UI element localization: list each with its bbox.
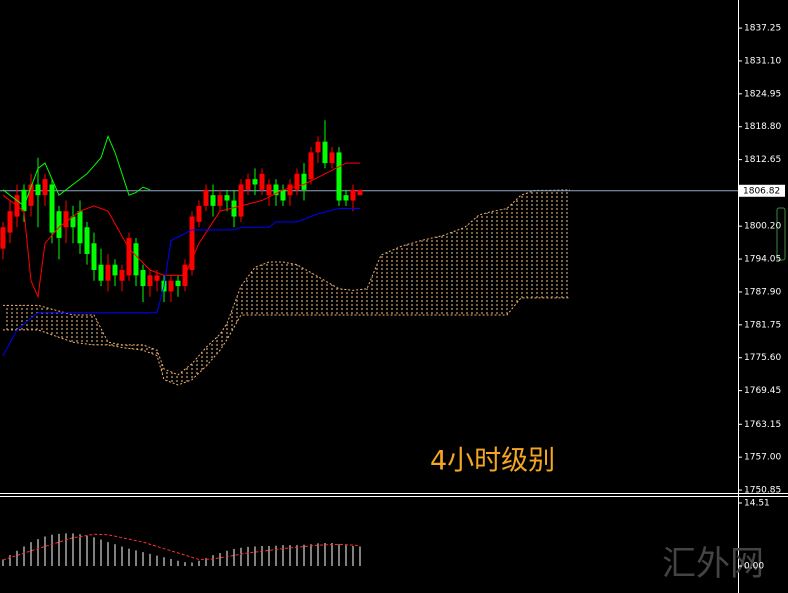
candle-body <box>28 184 34 206</box>
y-tick-label: 1763.15 <box>744 420 781 430</box>
line <box>2 134 151 207</box>
candle-body <box>315 141 321 153</box>
candle-body <box>210 195 216 206</box>
candle-body <box>217 195 223 206</box>
candle-body <box>287 184 293 196</box>
candle-body <box>294 173 300 190</box>
cloud-fill <box>3 189 570 385</box>
y-tick-label: 1781.75 <box>744 320 781 330</box>
candle-body <box>224 195 230 201</box>
y-tick-label: 1824.95 <box>744 89 781 99</box>
candle-body <box>70 216 76 228</box>
candle-body <box>350 189 356 201</box>
candle-body <box>119 270 125 281</box>
candle-body <box>49 184 55 233</box>
candle-body <box>343 195 349 201</box>
candle-body <box>301 173 307 190</box>
current-price-label: 1806.82 <box>743 186 780 196</box>
candle-body <box>140 270 146 287</box>
cloud-span <box>3 189 571 376</box>
annotation: 4小时级别 <box>430 446 555 477</box>
scroll-handle[interactable] <box>776 207 786 261</box>
candle-body <box>147 275 153 287</box>
candle-body <box>133 243 139 276</box>
y-tick-label: 1837.25 <box>744 24 781 34</box>
line <box>2 162 360 299</box>
candle-body <box>35 184 41 196</box>
y-tick-label: 1831.10 <box>744 56 781 66</box>
y-tick-label: 1800.20 <box>744 222 781 232</box>
candle-body <box>154 275 160 281</box>
candle-body <box>0 227 6 249</box>
candle-body <box>189 216 195 271</box>
y-tick-label: 1787.90 <box>744 287 781 297</box>
candle-body <box>238 184 244 217</box>
y-tick-label: 1769.45 <box>744 386 781 396</box>
candle-body <box>329 152 335 164</box>
watermark: 汇外网 <box>662 544 764 584</box>
y-tick-label: 1812.65 <box>744 155 781 165</box>
candle-body <box>175 280 181 287</box>
line <box>2 208 360 356</box>
y-tick-label: 1750.85 <box>744 486 781 496</box>
candle-body <box>168 280 174 292</box>
candle-body <box>56 211 62 238</box>
candle-body <box>357 189 363 196</box>
candle-body <box>203 189 209 206</box>
candle-body <box>77 211 83 244</box>
candle-body <box>98 264 104 281</box>
y-tick-label: 14.51 <box>744 498 770 508</box>
candle-body <box>42 179 48 196</box>
candle-body <box>266 184 272 196</box>
y-tick-label: 1757.00 <box>744 453 781 463</box>
candle-body <box>196 205 202 222</box>
candle-body <box>231 200 237 217</box>
candle-body <box>105 264 111 281</box>
current-price-box <box>739 184 785 197</box>
y-tick-label: 1775.60 <box>744 353 781 363</box>
candle-body <box>336 152 342 201</box>
candle-body <box>252 179 258 185</box>
candle-body <box>126 237 132 276</box>
candle-body <box>280 189 286 201</box>
y-tick-label: 0.00 <box>744 561 764 571</box>
candle-body <box>21 189 27 212</box>
candle-body <box>322 141 328 164</box>
line <box>2 533 361 561</box>
candle-body <box>91 243 97 271</box>
y-tick-label: 1794.05 <box>744 255 781 265</box>
y-tick-label: 1818.80 <box>744 122 781 132</box>
candle-body <box>112 264 118 276</box>
candle-body <box>7 211 13 233</box>
candle-body <box>84 227 90 254</box>
candle-body <box>273 184 279 196</box>
candle-body <box>308 152 314 180</box>
candle-body <box>245 179 251 190</box>
candle-body <box>63 211 69 228</box>
candle-body <box>259 173 265 190</box>
